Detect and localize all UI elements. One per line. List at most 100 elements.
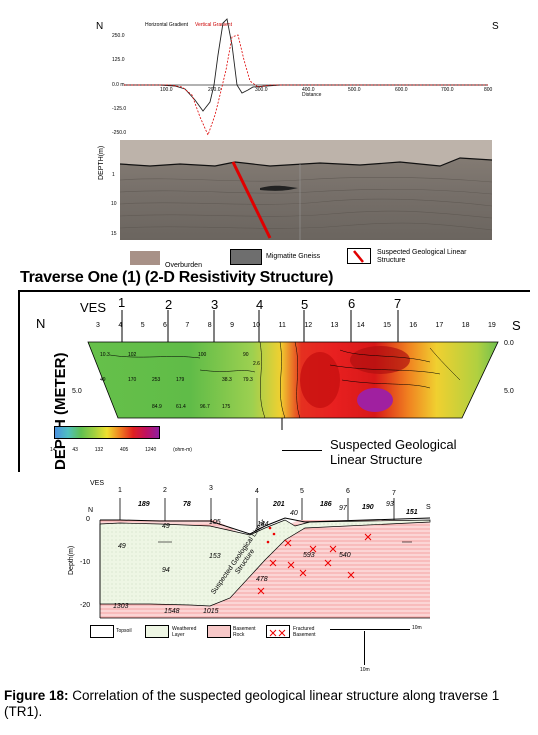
electrode-number: 7 [185,322,190,329]
layer-value: 144 [257,521,269,528]
x-tick: 100.0 [160,87,173,93]
weathered-swatch [145,625,169,638]
ves-markers [121,310,399,342]
gradient-profile-plot [124,18,488,137]
x-tick: 600.0 [395,87,408,93]
south-label-c: S [426,504,431,511]
cell-value: 253 [152,377,161,383]
electrode-row: 3 4 5 6 7 8 9 10 11 12 13 14 15 16 17 18… [96,322,496,329]
ves-number-c: 3 [209,485,213,492]
cell-value: 175 [222,404,231,410]
cell-value: 84.9 [152,404,162,410]
top-resistivity: 190 [362,504,374,511]
ves-label-c: VES [90,480,105,487]
colorbar-tick: 14 [50,447,56,453]
vertical-scale-bar [364,631,365,665]
cell-value: 102 [128,352,137,358]
migmatite-swatch [230,249,262,265]
layer-value: 40 [290,510,298,517]
depth-tick: 15 [111,231,117,237]
pseudosection [87,341,499,419]
fractured-swatch [266,625,290,638]
y-tick: 125.0 [112,57,125,63]
resistivity-title: Traverse One (1) (2-D Resistivity Struct… [20,269,334,286]
x-tick: 500.0 [348,87,361,93]
top-resistivity: 186 [320,501,332,508]
ves-number: 4 [256,297,264,312]
y-tick-c: 0 [86,516,90,523]
depth-ylabel: Depth(m) [68,545,75,575]
y-tick-c: -20 [80,602,91,609]
x-tick: 200.0 [208,87,221,93]
ves-number-c: 2 [163,487,167,494]
linear-structure-swatch [347,248,371,264]
overburden-legend-label: Overburden [165,262,202,269]
electrode-number: 6 [163,322,167,329]
ves-number-c: 7 [392,490,396,497]
layer-value: 97 [339,505,347,512]
colorbar-tick: 405 [119,447,129,453]
right-depth-tick: 5.0 [504,388,514,395]
north-label-b: N [36,316,46,331]
topsoil-swatch [90,625,114,638]
left-depth-tick: 5.0 [72,388,82,395]
depth-tick: 1 [112,172,115,178]
x-tick: 300.0 [255,87,268,93]
horizontal-gradient-line [124,18,488,112]
layer-value: 478 [256,576,268,583]
layer-value: 593 [303,552,315,559]
vertical-scale-label: 10m [360,667,370,673]
electrode-number: 16 [409,322,418,329]
horizontal-scale-label: 10m [412,625,422,631]
layer-value: 153 [209,553,221,560]
topsoil-legend-label: Topsoil [116,628,132,634]
x-unit: Distance [302,92,322,98]
colorbar-tick: 43 [72,447,78,453]
electrode-number: 11 [278,322,286,329]
weathered-legend-label: Weathered Layer [172,626,197,638]
weathered-layer [99,519,431,607]
cell-value: 79.3 [243,377,253,383]
geoelectric-section [99,498,431,619]
cell-value: 90 [243,352,249,358]
electrode-number: 9 [230,322,234,329]
colorbar-tick: 1240 [145,447,157,453]
layer-value: 49 [162,523,170,530]
cell-value: 49 [100,377,106,383]
ves-number: 6 [348,296,356,311]
electrode-number: 19 [488,322,496,329]
resistivity-anomalies [109,342,461,418]
x-tick: 700.0 [441,87,454,93]
geological-section [120,140,492,240]
cell-value: 96.7 [200,404,210,410]
electrode-number: 15 [383,322,391,329]
overburden-boundary [120,157,492,167]
depth-tick: 10 [111,201,117,207]
overburden-layer [120,140,492,166]
colorbar-tick: (ohm-m) [173,447,192,453]
ves-number-c: 5 [300,488,304,495]
cell-value: 38.3 [222,377,232,383]
migmatite-legend-label: Migmatite Gneiss [266,253,321,260]
fracture-marks [266,526,276,544]
figure-caption: Figure 18: Correlation of the suspected … [4,688,532,720]
layer-value: 540 [339,552,351,559]
layer-value: 1303 [113,603,129,610]
y-tick-c: -10 [80,559,91,566]
colorbar-tick: 132 [94,447,104,453]
foliation-lines [120,176,492,231]
cell-value: 10.3 [100,352,110,358]
basement-swatch [207,625,231,638]
right-depth-tick: 0.0 [504,340,514,347]
layer-value: 1015 [203,608,219,615]
figure-caption-text: Correlation of the suspected geological … [4,688,500,719]
vertical-gradient-line [124,34,488,137]
dark-lens [260,185,298,191]
ves-number-c: 6 [346,488,350,495]
north-label-c: N [88,507,94,514]
electrode-number: 8 [207,322,212,329]
electrode-number: 18 [461,322,470,329]
ves-label: VES [80,300,107,315]
cell-value: 2.6 [253,361,260,367]
top-resistivity: 201 [273,501,285,508]
